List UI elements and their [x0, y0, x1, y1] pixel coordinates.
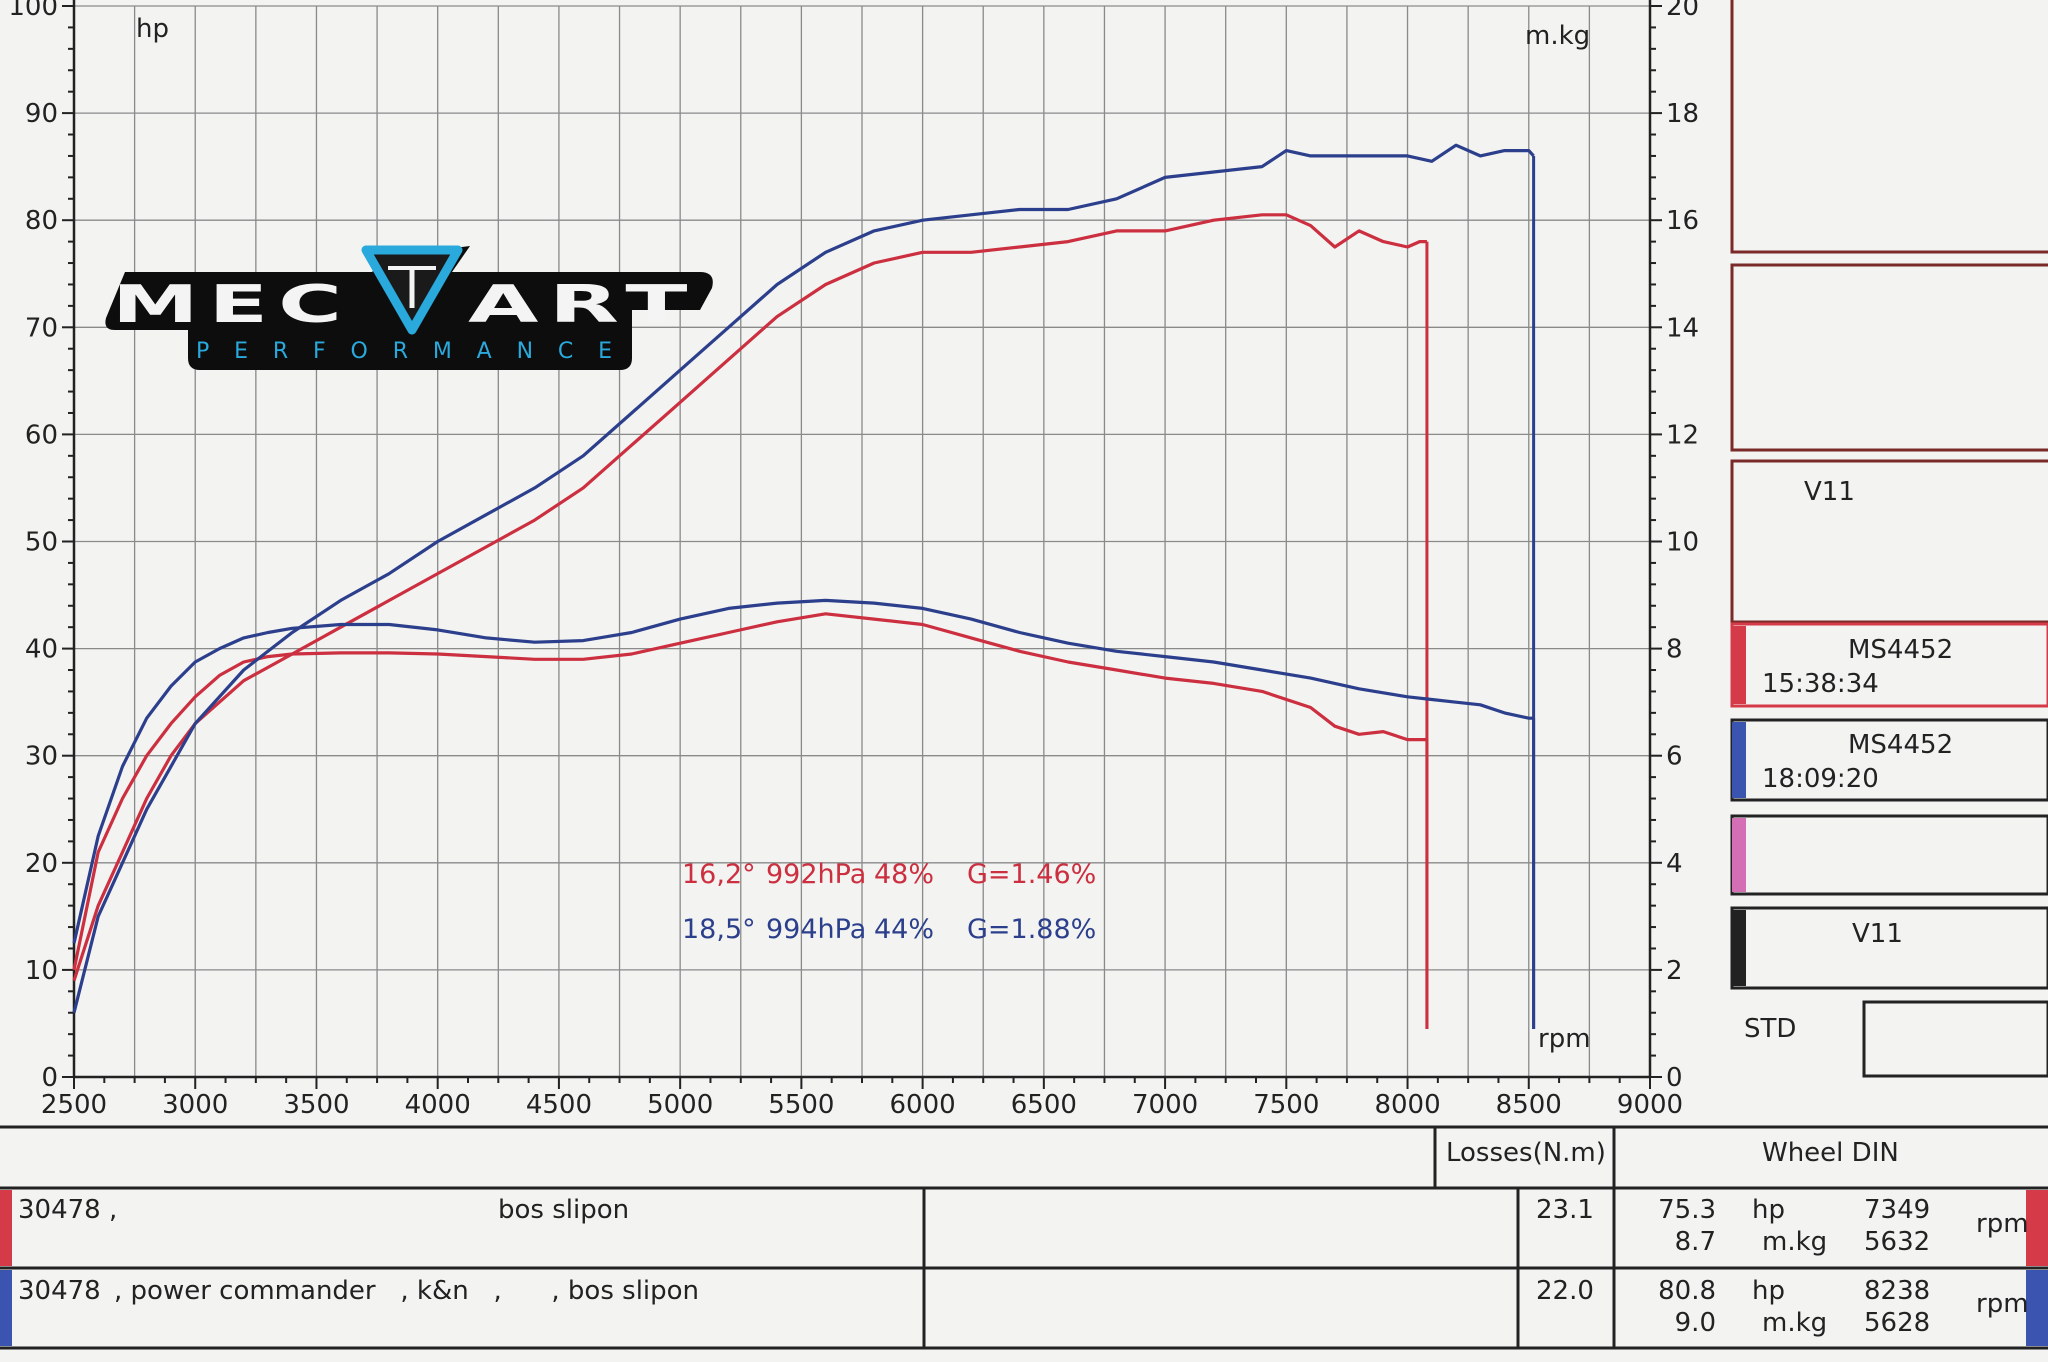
y-left-tick-label: 90 [25, 99, 58, 129]
y-left-tick-label: 40 [25, 635, 58, 665]
x-tick-label: 7500 [1253, 1090, 1319, 1120]
logo-tagline: PERFORMANCE [196, 339, 626, 364]
row1-torque: 8.7 [1675, 1227, 1716, 1257]
cond-blue-temp: 18,5° [682, 914, 756, 945]
chart-series [72, 143, 1536, 1029]
x-tick-label: 3000 [162, 1090, 228, 1120]
y-right-tick-label: 16 [1666, 206, 1699, 236]
row2-torque: 9.0 [1675, 1308, 1716, 1338]
mecart-logo: MEC ART PERFORMANCE [105, 245, 713, 370]
y-left-tick-label: 60 [25, 420, 58, 450]
conditions-red: 16,2° 992hPa 48% G=1.46% [682, 859, 1096, 890]
row1-run: 30478 , [18, 1195, 117, 1225]
row1-desc: bos slipon [498, 1195, 629, 1225]
x-tick-label: 3500 [283, 1090, 349, 1120]
y-right-tick-label: 14 [1666, 313, 1699, 343]
std-label: STD [1744, 1014, 1796, 1044]
y-left-tick-label: 50 [25, 528, 58, 558]
row1-hp-rpm: 7349 [1864, 1195, 1930, 1225]
side-blue-id: MS4452 [1848, 730, 1953, 760]
y-left-tick-label: 80 [25, 206, 58, 236]
row2-hp-rpm: 8238 [1864, 1276, 1930, 1306]
side-panel: V11 MS4452 15:38:34 MS4452 18:09:20 V11 … [1730, 0, 2048, 1078]
x-tick-label: 5500 [768, 1090, 834, 1120]
x-axis-label: rpm [1538, 1024, 1591, 1054]
x-tick-label: 6000 [890, 1090, 956, 1120]
y-right-tick-label: 12 [1666, 420, 1699, 450]
side-v11-top: V11 [1804, 477, 1855, 507]
y-right-label: m.kg [1525, 21, 1590, 51]
row2-run: 30478 [18, 1276, 101, 1306]
y-right-tick-label: 18 [1666, 99, 1699, 129]
series-line-1 [72, 213, 1427, 982]
cond-blue-pressure: 994hPa [766, 914, 866, 945]
row1-torque-unit: m.kg [1762, 1227, 1827, 1257]
wheel-din-header: Wheel DIN [1762, 1138, 1899, 1168]
y-right-tick-label: 10 [1666, 528, 1699, 558]
losses-header: Losses(N.m) [1446, 1138, 1606, 1168]
y-left-tick-label: 10 [25, 956, 58, 986]
y-right-tick-label: 8 [1666, 635, 1683, 665]
row1-torque-rpm: 5632 [1864, 1227, 1930, 1257]
series-line-3 [72, 143, 1535, 1014]
side-v11-bottom: V11 [1852, 919, 1903, 949]
conditions-blue: 18,5° 994hPa 44% G=1.88% [682, 914, 1096, 945]
row2-torque-rpm: 5628 [1864, 1308, 1930, 1338]
row1-hp: 75.3 [1658, 1195, 1716, 1225]
y-right-tick-label: 4 [1666, 849, 1683, 879]
y-right-tick-label: 6 [1666, 742, 1683, 772]
row1-rpm-label: rpm [1976, 1209, 2029, 1239]
y-right-tick-label: 0 [1666, 1063, 1683, 1093]
y-left-tick-label: 70 [25, 313, 58, 343]
series-line-4 [72, 598, 1534, 944]
series-line-2 [72, 612, 1427, 971]
cond-red-g: G=1.46% [967, 859, 1096, 890]
chart-grid [73, 5, 1651, 1078]
side-blue-time: 18:09:20 [1762, 764, 1879, 794]
cond-red-pressure: 992hPa [766, 859, 866, 890]
cond-red-temp: 16,2° [682, 859, 756, 890]
row2-rpm-label: rpm [1976, 1289, 2029, 1319]
side-red-id: MS4452 [1848, 635, 1953, 665]
logo-name-left: MEC [112, 275, 352, 335]
row2-torque-unit: m.kg [1762, 1308, 1827, 1338]
y-left-tick-label: 30 [25, 742, 58, 772]
row1-hp-unit: hp [1752, 1195, 1785, 1225]
x-tick-label: 4500 [526, 1090, 592, 1120]
x-tick-label: 8500 [1496, 1090, 1562, 1120]
y-left-tick-label: 100 [8, 0, 58, 22]
x-tick-label: 4000 [405, 1090, 471, 1120]
row1-losses: 23.1 [1536, 1195, 1594, 1225]
side-red-time: 15:38:34 [1762, 669, 1879, 699]
x-tick-label: 8000 [1374, 1090, 1440, 1120]
x-tick-label: 6500 [1011, 1090, 1077, 1120]
results-table: Losses(N.m) Wheel DIN 30478 , bos slipon… [0, 1125, 2048, 1350]
y-right-tick-label: 20 [1666, 0, 1699, 22]
y-left-tick-label: 0 [41, 1063, 58, 1093]
row2-losses: 22.0 [1536, 1276, 1594, 1306]
row2-desc: , power commander , k&n , , bos slipon [114, 1276, 699, 1306]
y-left-tick-label: 20 [25, 849, 58, 879]
x-tick-label: 2500 [41, 1090, 107, 1120]
x-tick-label: 5000 [647, 1090, 713, 1120]
row2-hp: 80.8 [1658, 1276, 1716, 1306]
x-tick-label: 9000 [1617, 1090, 1683, 1120]
y-left-label: hp [136, 14, 169, 44]
chart-axes: 0 10 20 30 40 50 60 70 80 90 100 0 2 4 6 8 10 12 14 16 18 20 2… [8, 0, 1699, 1120]
logo-name-right: ART [468, 275, 698, 335]
cond-blue-humidity: 44% [874, 914, 934, 945]
y-right-tick-label: 2 [1666, 956, 1683, 986]
cond-red-humidity: 48% [874, 859, 934, 890]
row2-hp-unit: hp [1752, 1276, 1785, 1306]
cond-blue-g: G=1.88% [967, 914, 1096, 945]
x-tick-label: 7000 [1132, 1090, 1198, 1120]
